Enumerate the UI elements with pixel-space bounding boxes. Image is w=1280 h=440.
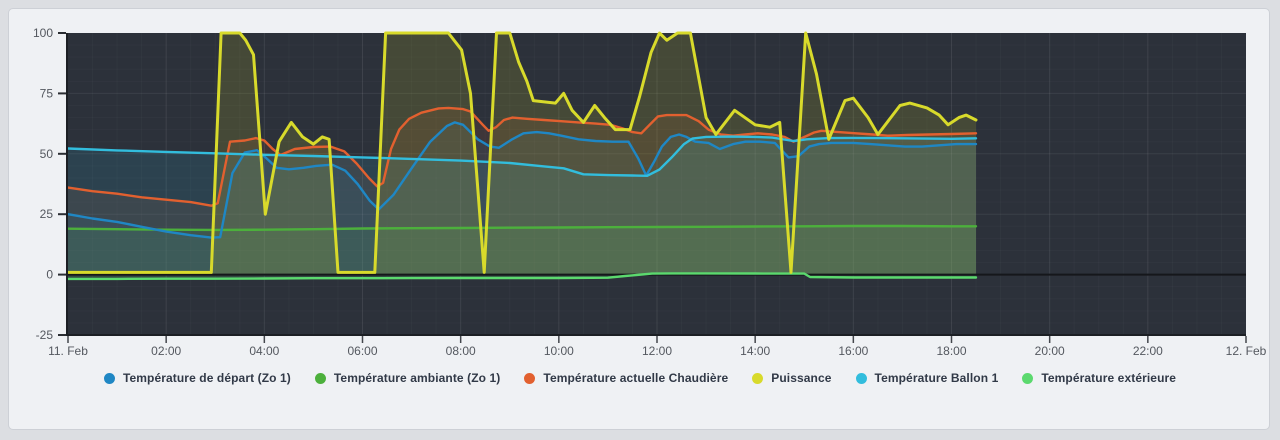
legend-dot-icon (103, 372, 115, 384)
legend-dot-icon (524, 372, 536, 384)
y-tick-label: -25 (36, 328, 54, 342)
series-fill (68, 33, 976, 275)
legend-item-2[interactable]: Température actuelle Chaudière (524, 371, 728, 385)
x-tick-label: 12. Feb (1226, 344, 1267, 358)
legend-label: Puissance (771, 371, 832, 385)
grid-major (68, 33, 1246, 335)
legend-dot-icon (855, 372, 867, 384)
x-tick-label: 04:00 (249, 344, 279, 358)
legend-dot-icon (314, 372, 326, 384)
legend-label: Température extérieure (1041, 371, 1177, 385)
legend-item-5[interactable]: Température extérieure (1022, 371, 1176, 385)
series-line (66, 224, 978, 232)
x-tick-label: 22:00 (1133, 344, 1163, 358)
y-tick-label: 75 (40, 86, 54, 100)
legend-label: Température ambiante (Zo 1) (333, 371, 501, 385)
x-tick-label: 18:00 (936, 344, 966, 358)
series-lines (66, 31, 978, 281)
axis-ticks: -25 0 25 50 75 100 11. Feb 02:00 04:00 06:00 08:00… (33, 26, 1267, 358)
series-fill (68, 122, 976, 275)
series-fill (68, 136, 976, 275)
x-tick-label: 02:00 (151, 344, 181, 358)
series-fills (68, 33, 976, 279)
y-tick-label: 25 (40, 207, 54, 221)
series-line (66, 121, 978, 239)
series-fill (68, 226, 976, 275)
y-tick-label: 0 (46, 268, 53, 282)
legend-label: Température actuelle Chaudière (543, 371, 729, 385)
legend-dot-icon (1022, 372, 1034, 384)
legend-item-1[interactable]: Température ambiante (Zo 1) (314, 371, 501, 385)
y-tick-label: 100 (33, 26, 53, 40)
x-tick-label: 12:00 (642, 344, 672, 358)
x-tick-label: 11. Feb (48, 344, 88, 358)
x-tick-label: 14:00 (740, 344, 770, 358)
legend-item-0[interactable]: Température de départ (Zo 1) (103, 371, 291, 385)
legend-item-3[interactable]: Puissance (752, 371, 831, 385)
x-tick-label: 16:00 (838, 344, 868, 358)
legend-item-4[interactable]: Température Ballon 1 (855, 371, 999, 385)
x-tick-label: 06:00 (347, 344, 377, 358)
legend-dot-icon (752, 372, 764, 384)
series-line (66, 31, 978, 274)
x-tick-label: 08:00 (446, 344, 476, 358)
x-tick-label: 10:00 (544, 344, 574, 358)
legend-label: Température de départ (Zo 1) (122, 371, 291, 385)
x-tick-label: 20:00 (1035, 344, 1065, 358)
y-tick-label: 50 (40, 147, 54, 161)
series-line (66, 272, 978, 281)
legend-label: Température Ballon 1 (874, 371, 999, 385)
chart-legend: Température de départ (Zo 1) Température … (0, 371, 1280, 385)
